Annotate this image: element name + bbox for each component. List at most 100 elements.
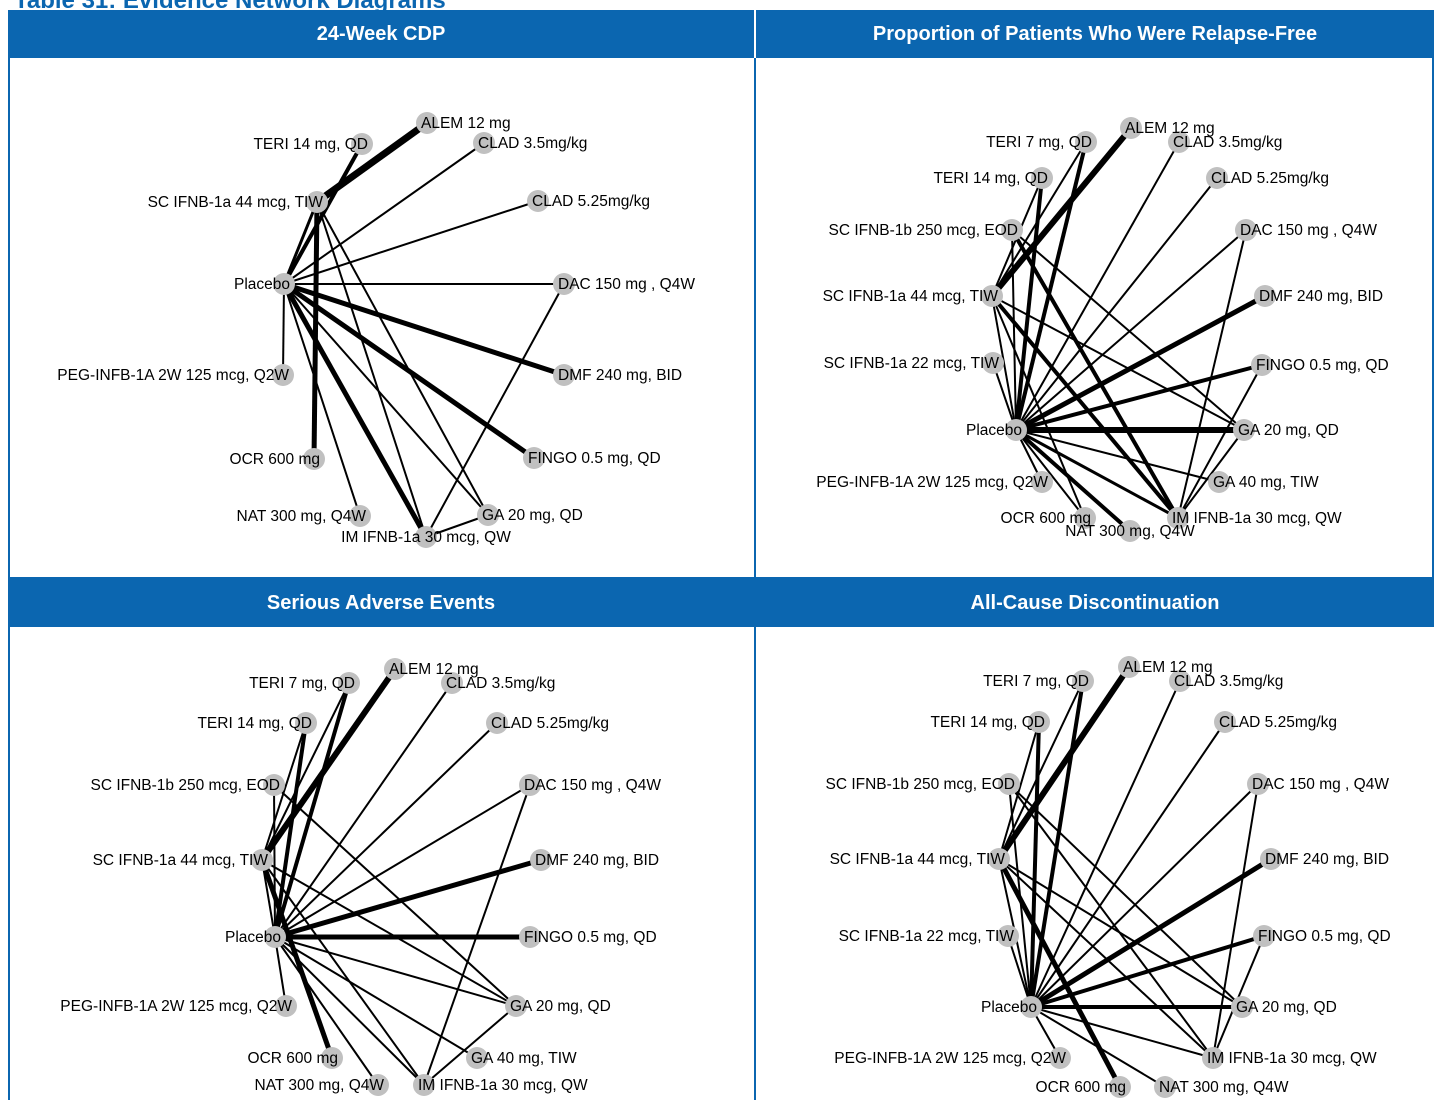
node-label-sc1a44: SC IFNB-1a 44 mcg, TIW (830, 851, 1006, 868)
node-label-peg: PEG-INFB-1A 2W 125 mcg, Q2W (57, 367, 289, 384)
network-node-dmf (553, 364, 575, 386)
node-label-sc1a44: SC IFNB-1a 44 mcg, TIW (93, 852, 269, 869)
network-edge-teri7-sc1a44 (261, 682, 350, 861)
diagram-cell-relapse-free: ALEM 12 mg TERI 7 mg, QD CLAD 3.5mg/kg TERI… (756, 58, 1432, 577)
network-node-fingo (1251, 354, 1273, 376)
network-edge-placebo-dac (274, 784, 531, 938)
grid-border-row (8, 577, 1434, 579)
network-edge-placebo-ga40 (1015, 429, 1220, 483)
network-edge-sc1a44-ocr (991, 295, 1086, 519)
node-label-im1a: IM IFNB-1a 30 mcg, QW (1172, 510, 1342, 527)
diagram-header-cdp: 24-Week CDP (8, 10, 754, 58)
label-layer: ALEM 12 mg TERI 7 mg, QD CLAD 3.5mg/kg TERI… (825, 659, 1390, 1096)
network-diagram-discontinuation: ALEM 12 mg TERI 7 mg, QD CLAD 3.5mg/kg TERI… (825, 656, 1391, 1098)
diagram-header-relapse-free: Proportion of Patients Who Were Relapse-… (756, 10, 1434, 58)
node-label-peg: PEG-INFB-1A 2W 125 mcg, Q2W (816, 474, 1048, 491)
network-edge-placebo-clad525 (274, 722, 498, 938)
network-edge-sc1a44-alem (996, 665, 1132, 861)
network-edge-placebo-clad525 (283, 200, 539, 285)
network-edge-teri14-sc1a44 (261, 722, 307, 861)
network-edge-sc1a44-ga20 (261, 859, 517, 1007)
node-label-im1a: IM IFNB-1a 30 mcg, QW (1207, 1050, 1377, 1067)
network-edge-dac-im1a (423, 784, 531, 1086)
network-diagram-cdp: ALEM 12 mg TERI 14 mg, QD CLAD 3.5mg/kg SC … (57, 112, 695, 548)
network-edge-placebo-clad35 (1030, 680, 1181, 1008)
network-edge-sc1a44-ocr (259, 859, 335, 1059)
network-node-clad35 (473, 132, 495, 154)
node-label-ga20: GA 20 mg, QD (510, 998, 611, 1015)
node-label-peg: PEG-INFB-1A 2W 125 mcg, Q2W (60, 998, 292, 1015)
network-node-ga20 (477, 504, 499, 526)
network-edge-placebo-teri14 (1029, 721, 1041, 1008)
network-node-teri7 (338, 672, 360, 694)
node-label-ocr: OCR 600 mg (248, 1050, 338, 1067)
node-label-clad525: CLAD 5.25mg/kg (532, 193, 650, 210)
network-edge-placebo-teri14 (273, 722, 308, 938)
node-label-dmf: DMF 240 mg, BID (1265, 851, 1389, 868)
node-label-dac: DAC 150 mg , Q4W (524, 777, 661, 794)
network-node-clad35 (1169, 670, 1191, 692)
node-label-ocr: OCR 600 mg (1001, 510, 1091, 527)
network-edge-teri7-placebo (1015, 141, 1087, 431)
network-node-sc1a44 (251, 849, 273, 871)
network-node-dmf (1260, 848, 1282, 870)
network-edge-placebo-peg (282, 283, 285, 376)
node-label-ga20: GA 20 mg, QD (1236, 999, 1337, 1016)
node-label-alem: ALEM 12 mg (1125, 120, 1215, 137)
node-label-ga40: GA 40 mg, TIW (471, 1050, 577, 1067)
network-node-sc1b (263, 774, 285, 796)
node-label-clad35: CLAD 3.5mg/kg (478, 135, 587, 152)
node-label-teri14: TERI 14 mg, QD (933, 170, 1048, 187)
network-node-ga20 (1233, 419, 1255, 441)
edge-layer (281, 120, 565, 539)
network-node-peg (272, 364, 294, 386)
network-node-peg (1031, 471, 1053, 493)
label-layer: ALEM 12 mg TERI 7 mg, QD CLAD 3.5mg/kg TERI… (60, 661, 661, 1094)
node-label-sc1b: SC IFNB-1b 250 mcg, EOD (828, 222, 1018, 239)
network-node-ga20 (1231, 996, 1253, 1018)
network-edge-sc1a44-alem (259, 667, 398, 862)
network-edge-sc1a44-ga20 (316, 201, 489, 516)
node-layer (272, 112, 575, 548)
node-label-nat: NAT 300 mg, Q4W (1065, 523, 1195, 540)
node-label-clad525: CLAD 5.25mg/kg (1211, 170, 1329, 187)
network-edge-placebo-clad525 (1015, 177, 1218, 431)
node-label-teri14: TERI 14 mg, QD (253, 136, 368, 153)
node-label-ga40: GA 40 mg, TIW (1213, 474, 1319, 491)
node-label-fingo: FINGO 0.5 mg, QD (524, 929, 657, 946)
network-node-im1a (415, 526, 437, 548)
network-edge-placebo-nat (1014, 428, 1132, 533)
network-edge-sc1a44-im1a (316, 201, 427, 538)
network-node-clad35 (441, 672, 463, 694)
node-label-sc1a22: SC IFNB-1a 22 mcg, TIW (839, 928, 1015, 945)
network-node-sc1a44 (981, 285, 1003, 307)
network-edge-teri7-sc1a44 (991, 141, 1087, 297)
network-edge-sc1a44-ga20 (991, 295, 1245, 431)
network-node-sc1a22 (997, 925, 1019, 947)
network-node-peg (1049, 1047, 1071, 1069)
network-edge-sc1a44-ocr (311, 201, 320, 460)
network-edge-placebo-clad35 (274, 682, 453, 938)
network-edge-placebo-im1a (1030, 1006, 1214, 1059)
network-node-placebo (273, 273, 295, 295)
node-layer (251, 658, 552, 1096)
diagram-header-serious-ae: Serious Adverse Events (8, 579, 754, 627)
network-edge-placebo-im1a (1015, 428, 1179, 520)
network-edge-placebo-nat (274, 936, 379, 1086)
network-node-ga40 (466, 1047, 488, 1069)
network-node-clad525 (527, 190, 549, 212)
node-label-sc1b: SC IFNB-1b 250 mcg, EOD (825, 776, 1015, 793)
network-edge-placebo-dmf (1014, 293, 1267, 433)
network-edge-ga20-im1a (423, 1005, 517, 1086)
grid-border-left (8, 58, 10, 1100)
network-edge-placebo-fingo (1015, 363, 1263, 432)
network-edge-sc1a44-im1a (990, 294, 1180, 520)
node-label-clad525: CLAD 5.25mg/kg (1219, 714, 1337, 731)
network-node-clad525 (1214, 711, 1236, 733)
network-node-sc1a44 (988, 848, 1010, 870)
node-label-dac: DAC 150 mg , Q4W (1252, 776, 1389, 793)
network-node-fingo (523, 447, 545, 469)
node-label-ocr: OCR 600 mg (230, 451, 320, 468)
network-node-ocr (303, 448, 325, 470)
network-node-fingo (519, 926, 541, 948)
